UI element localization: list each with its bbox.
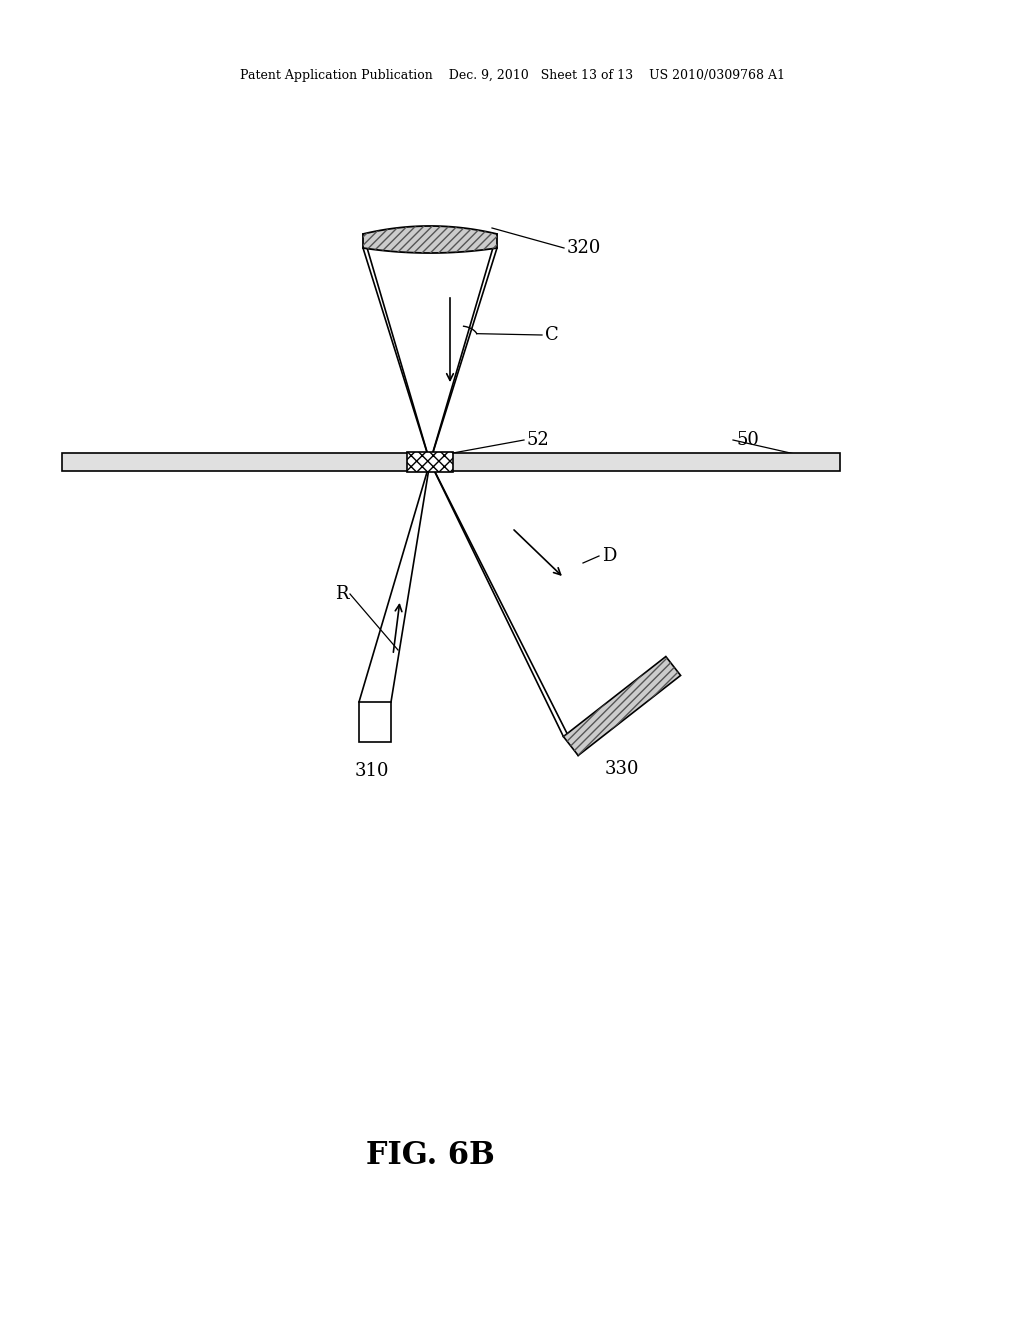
Bar xyxy=(359,702,391,742)
Polygon shape xyxy=(563,656,681,755)
Bar xyxy=(62,453,840,471)
Text: C: C xyxy=(545,326,559,345)
Text: D: D xyxy=(602,546,616,565)
Text: 310: 310 xyxy=(354,762,389,780)
Text: R: R xyxy=(335,585,348,603)
Text: 50: 50 xyxy=(736,432,759,449)
Text: 52: 52 xyxy=(527,432,550,449)
Text: 330: 330 xyxy=(605,760,639,777)
Bar xyxy=(407,451,453,473)
Text: FIG. 6B: FIG. 6B xyxy=(366,1139,495,1171)
Polygon shape xyxy=(362,226,497,253)
Text: 320: 320 xyxy=(567,239,601,257)
Text: Patent Application Publication    Dec. 9, 2010   Sheet 13 of 13    US 2010/03097: Patent Application Publication Dec. 9, 2… xyxy=(240,69,784,82)
